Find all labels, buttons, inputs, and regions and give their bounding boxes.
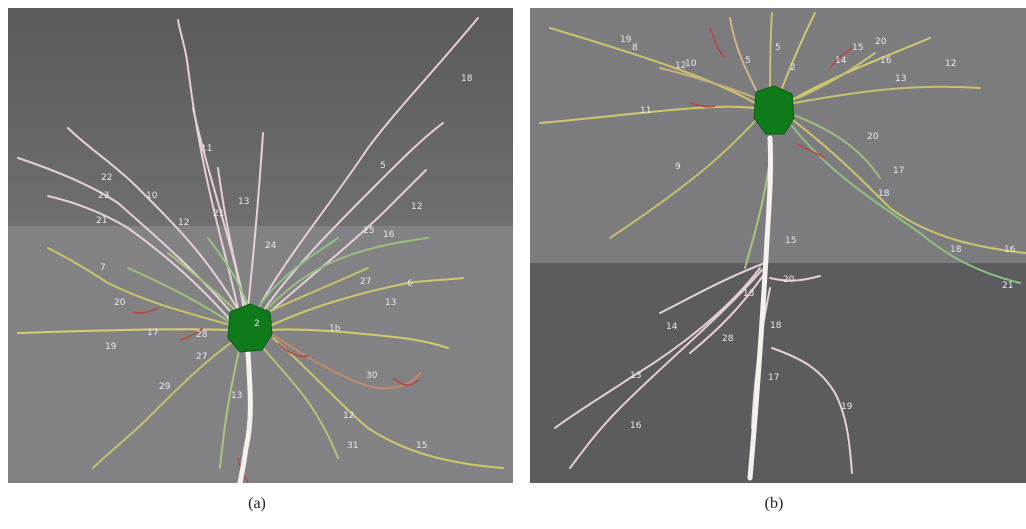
axon-b	[747, 135, 774, 481]
panel-a-segment-label: 25	[363, 226, 374, 236]
soma-a	[227, 303, 273, 353]
panel-a-segment-label: 7	[100, 263, 106, 273]
panel-b-segment-label: 16	[880, 56, 892, 66]
panel-b-segment-label: 19	[841, 402, 853, 412]
panel-a-segment-label: 31	[347, 441, 358, 451]
panel-b-segment-label: 16	[630, 421, 642, 431]
panel-b-segment-label: 15	[785, 236, 796, 246]
panel-a-segment-label: 12	[343, 411, 354, 421]
panel-a-segment-label: 29	[159, 382, 171, 392]
panel-b-segment-label: 15	[852, 43, 863, 53]
panel-b-segment-label: 10	[685, 59, 697, 69]
dendrites-upper-a	[17, 17, 479, 324]
panel-a-segment-label: 11	[201, 144, 212, 154]
panel-b-segment-label: 20	[867, 132, 879, 142]
panel-b-segment-label: 20	[783, 275, 795, 285]
panel-a-segment-label: 16	[383, 230, 395, 240]
panel-b-segment-label: 11	[640, 106, 651, 116]
panel-a-segment-label: 28	[196, 330, 208, 340]
panel-a-segment-label: 6	[407, 279, 413, 289]
neuron-image-b: 19 8 10 12 5 5 2 14 15 20 16 13 12 11 9 20 17 18 15 18 16 21 2…	[530, 8, 1026, 483]
panel-a-segment-label: 12	[178, 218, 189, 228]
panel-b-segment-label: 13	[895, 74, 906, 84]
neuron-image-a: 18 22 23 10 11 13 21 5 12 21 12 24 25 16 7 27 6 20 13 17 28 2…	[8, 8, 513, 483]
panel-b-segment-label: 1	[750, 439, 756, 449]
axon-a	[237, 350, 253, 483]
panel-b-segment-label: 16	[1004, 245, 1016, 255]
panel-b-segment-label: 17	[768, 373, 779, 383]
panel-a-segment-label: 20	[114, 298, 126, 308]
panel-a-segment-label: 5	[380, 161, 386, 171]
panel-a-segment-label: 12	[411, 202, 422, 212]
background-top-b	[530, 8, 1026, 263]
panel-a-segment-label: 10	[146, 191, 158, 201]
panel-b-segment-label: 28	[722, 334, 734, 344]
background-top-a	[8, 8, 513, 226]
soma-b	[753, 85, 795, 135]
dendrites-upper-b	[539, 12, 1026, 284]
panel-a-segment-label: 2	[254, 319, 260, 329]
panel-b-segment-label: 2	[790, 63, 796, 73]
panel-a-segment-label: 13	[238, 197, 249, 207]
panel-b-segment-label: 5	[775, 43, 781, 53]
panel-b-segment-label: 18	[770, 321, 782, 331]
panel-b-segment-label: 20	[875, 37, 887, 47]
panel-a-segment-label: 21	[213, 209, 224, 219]
panel-b-segment-label: 18	[950, 245, 962, 255]
panel-b-segment-label: 12	[945, 59, 956, 69]
red-segments-b	[689, 27, 853, 159]
panel-a-segment-label: 13	[231, 391, 242, 401]
panel-a-segment-label: 15	[416, 441, 427, 451]
panel-b-segment-label: 12	[675, 61, 686, 71]
panel-a-segment-label: 21	[96, 216, 107, 226]
caption-a: (a)	[248, 495, 266, 512]
panel-a-segment-label: 18	[461, 74, 473, 84]
panel-b-segment-label: 13	[743, 289, 754, 299]
background-bottom-b	[530, 263, 1026, 483]
panel-b-segment-label: 21	[1002, 281, 1013, 291]
panel-a-segment-label: 1b	[329, 324, 341, 334]
panel-b-segment-label: 14	[835, 56, 847, 66]
panel-a-segment-label: 19	[105, 342, 117, 352]
panel-a-segment-label: 27	[196, 352, 207, 362]
panel-a-segment-label: 24	[265, 241, 277, 251]
panel-a-segment-label: 23	[98, 191, 109, 201]
panel-b-segment-label: 14	[666, 322, 678, 332]
dendrites-lower-a	[17, 237, 504, 469]
panel-b-segment-label: 19	[620, 35, 632, 45]
panel-b-segment-label: 18	[878, 189, 890, 199]
panel-b-segment-label: 9	[675, 162, 681, 172]
panel-a-segment-label: 27	[360, 277, 371, 287]
panel-b-segment-label: 13	[630, 371, 641, 381]
panel-b-segment-label: 8	[632, 43, 638, 53]
panel-b-segment-label: 5	[745, 56, 751, 66]
panel-a-segment-label: 13	[385, 298, 396, 308]
panel-a-segment-label: 22	[101, 173, 112, 183]
background-bottom-a	[8, 226, 513, 483]
panel-a-segment-label: 30	[366, 371, 378, 381]
panel-a-segment-label: 17	[147, 328, 158, 338]
panel-b-segment-label: 17	[893, 166, 904, 176]
caption-b: (b)	[764, 495, 784, 512]
